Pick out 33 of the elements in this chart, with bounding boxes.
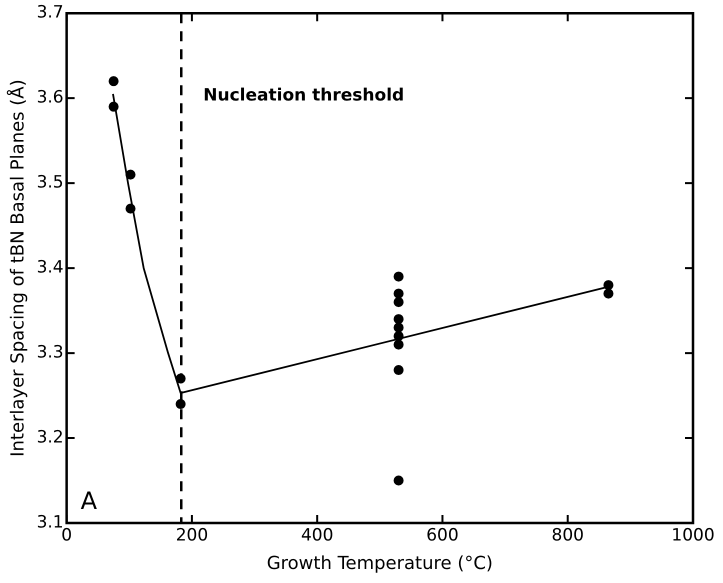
point xyxy=(126,170,136,180)
y-tick-label: 3.2 xyxy=(36,427,64,448)
point xyxy=(108,76,119,86)
y-tick-label: 3.3 xyxy=(36,342,64,362)
point xyxy=(394,288,404,299)
point xyxy=(394,297,404,308)
point xyxy=(603,288,614,299)
y-axis-title: Interlayer Spacing of tBN Basal Planes (Å) xyxy=(6,79,28,457)
point xyxy=(394,331,404,342)
x-tick-label: 0 xyxy=(61,526,72,546)
x-tick-label: 800 xyxy=(552,526,584,546)
point xyxy=(394,340,404,350)
y-tick-label: 3.6 xyxy=(36,88,64,108)
point xyxy=(108,102,119,112)
point xyxy=(394,365,404,376)
x-axis-title: Growth Temperature (°C) xyxy=(266,552,493,574)
x-tick-label: 600 xyxy=(426,526,459,546)
y-tick-label: 3.5 xyxy=(36,172,64,193)
point xyxy=(394,476,404,486)
point xyxy=(176,399,186,410)
y-tick-label: 3.7 xyxy=(36,2,64,23)
ref-line-label: Nucleation threshold xyxy=(203,86,404,106)
point xyxy=(394,314,404,324)
point xyxy=(126,204,136,214)
y-tick-label: 3.1 xyxy=(36,512,64,532)
point xyxy=(394,272,404,282)
annotation: A xyxy=(80,487,98,515)
x-tick-label: 1000 xyxy=(671,526,715,546)
point xyxy=(603,280,614,290)
y-tick-label: 3.4 xyxy=(36,258,64,278)
x-tick-label: 400 xyxy=(300,526,334,546)
x-tick-label: 200 xyxy=(176,526,208,546)
point xyxy=(394,322,404,333)
